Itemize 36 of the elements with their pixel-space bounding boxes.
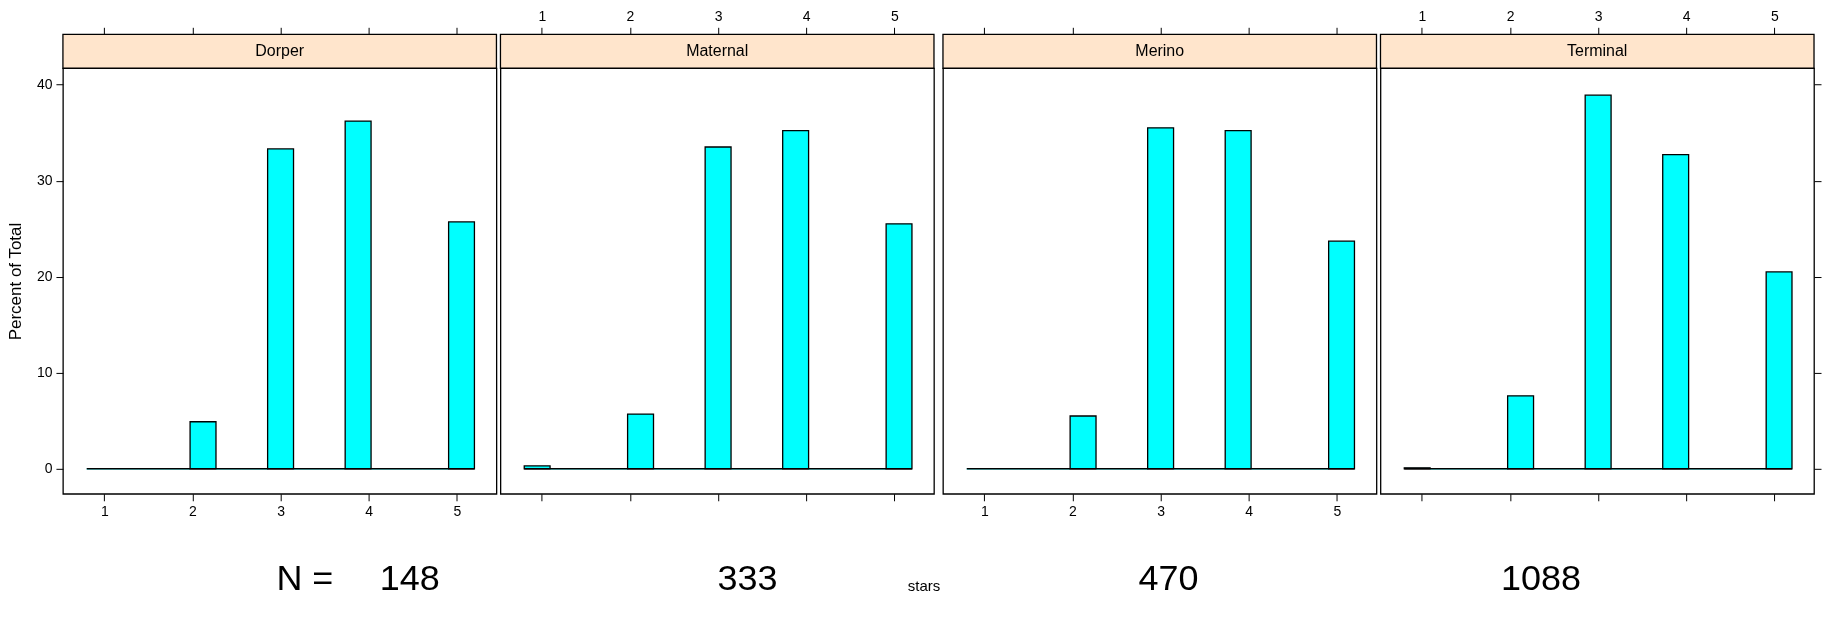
chart-title: Merino <box>1135 42 1185 60</box>
x-tick-label: 5 <box>453 503 462 520</box>
y-tick-label: 0 <box>44 460 53 477</box>
x-tick-label: 4 <box>1682 7 1691 24</box>
x-tick-label: 1 <box>538 7 547 24</box>
x-tick-label: 2 <box>626 7 635 24</box>
text: 470 <box>1138 556 1199 598</box>
x-tick-label: 1 <box>1418 7 1427 24</box>
chart-title: Maternal <box>686 42 749 60</box>
x-tick-label: 3 <box>277 503 286 520</box>
x-tick-label: 4 <box>365 503 374 520</box>
x-tick-label: 3 <box>1157 503 1166 520</box>
x-tick-label: 1 <box>100 503 109 520</box>
x-tick-label: 4 <box>1245 503 1254 520</box>
x-tick-label: 5 <box>890 7 899 24</box>
text: 333 <box>717 556 778 598</box>
y-tick-label: 10 <box>36 364 53 381</box>
x-tick-label: 2 <box>1069 503 1078 520</box>
x-tick-label: 5 <box>1770 7 1779 24</box>
x-tick-label: 3 <box>1594 7 1603 24</box>
chart-title: Terminal <box>1567 42 1628 60</box>
x-tick-label: 2 <box>189 503 198 520</box>
chart-title: Dorper <box>255 42 305 60</box>
text: 1088 <box>1500 556 1581 598</box>
y-tick-label: 40 <box>36 76 53 93</box>
text: 148 <box>379 556 440 598</box>
x-tick-label: 4 <box>802 7 811 24</box>
y-tick-label: 20 <box>36 268 53 285</box>
x-tick-label: 3 <box>714 7 723 24</box>
y-axis-title: Percent of Total <box>5 222 25 341</box>
text: N = <box>276 556 334 598</box>
x-tick-label: 2 <box>1506 7 1515 24</box>
y-tick-label: 30 <box>36 172 53 189</box>
x-tick-label: 5 <box>1333 503 1342 520</box>
x-axis-title: stars <box>907 576 941 594</box>
x-tick-label: 1 <box>980 503 989 520</box>
